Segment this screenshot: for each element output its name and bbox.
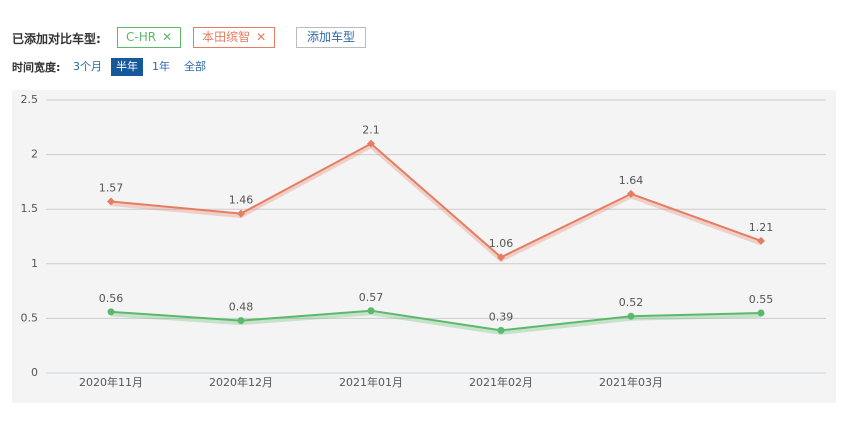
series-line <box>110 309 762 332</box>
time-option[interactable]: 全部 <box>184 60 206 73</box>
time-option[interactable]: 半年 <box>111 58 143 76</box>
line-shadow <box>110 310 762 335</box>
series-line <box>110 142 762 259</box>
data-label: 1.64 <box>619 174 644 187</box>
point-marker <box>107 308 115 316</box>
data-label: 1.06 <box>489 237 514 250</box>
point-marker <box>367 139 375 148</box>
data-label: 2.1 <box>362 124 380 137</box>
point-marker <box>107 197 115 206</box>
data-label: 0.48 <box>229 301 254 314</box>
data-label: 1.57 <box>99 182 124 195</box>
tag-name: C-HR <box>126 30 157 44</box>
chart-background <box>12 90 836 403</box>
line-shadow <box>110 142 762 263</box>
data-label: 0.56 <box>99 292 124 305</box>
x-tick-label: 2020年12月 <box>209 375 273 389</box>
x-tick-label: 2021年03月 <box>599 375 663 389</box>
data-label: 0.55 <box>749 293 774 306</box>
data-label: 0.52 <box>619 296 644 309</box>
model-tag: C-HR ✕ <box>117 27 182 48</box>
point-marker <box>237 209 245 218</box>
point-marker <box>497 326 505 334</box>
y-tick-label: 0 <box>31 366 38 379</box>
point-marker <box>497 253 505 262</box>
time-option[interactable]: 1年 <box>152 60 170 73</box>
x-tick-label: 2021年01月 <box>339 375 403 389</box>
time-range-label: 时间宽度: <box>12 61 61 74</box>
point-marker <box>627 312 635 320</box>
y-tick-label: 0.5 <box>21 311 39 324</box>
point-marker <box>627 189 635 198</box>
add-model-button[interactable]: 添加车型 <box>296 27 367 48</box>
data-label: 0.57 <box>359 291 384 304</box>
x-tick-label: 2020年11月 <box>79 375 143 389</box>
point-marker <box>757 236 765 245</box>
tag-remove[interactable]: ✕ <box>256 30 267 44</box>
data-label: 0.39 <box>489 310 514 323</box>
data-label: 1.46 <box>229 194 254 207</box>
y-tick-label: 1.5 <box>21 202 39 215</box>
y-tick-label: 2 <box>31 148 38 161</box>
model-tag: 本田缤智 ✕ <box>193 27 276 48</box>
point-marker <box>757 309 765 317</box>
tag-name: 本田缤智 <box>202 30 251 44</box>
y-tick-label: 1 <box>31 257 38 270</box>
data-label: 1.21 <box>749 221 774 234</box>
y-tick-label: 2.5 <box>21 93 39 106</box>
tag-remove[interactable]: ✕ <box>162 30 173 44</box>
x-tick-label: 2021年02月 <box>469 375 533 389</box>
time-option[interactable]: 3个月 <box>73 60 102 73</box>
compare-label: 已添加对比车型: <box>12 32 101 46</box>
point-marker <box>367 307 375 315</box>
point-marker <box>237 317 245 325</box>
